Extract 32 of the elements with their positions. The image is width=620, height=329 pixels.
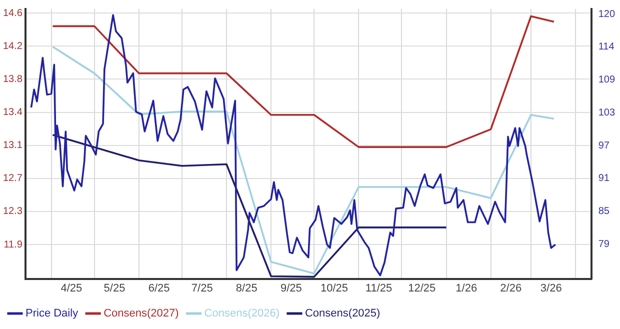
- y-tick-label: 14.6: [2, 8, 23, 19]
- legend-label: Consens(2027): [104, 308, 179, 320]
- x-tick-label: 10/25: [320, 282, 348, 294]
- y2-tick-label: 85: [598, 206, 610, 217]
- y2-tick-label: 97: [598, 140, 610, 152]
- x-tick-label: 9/25: [280, 282, 302, 294]
- y-tick-label: 12.3: [2, 206, 23, 218]
- x-tick-label: 11/25: [365, 282, 392, 294]
- x-tick-label: 2/26: [500, 282, 522, 294]
- x-tick-label: 7/25: [191, 282, 213, 294]
- y2-tick-label: 103: [598, 107, 616, 118]
- x-tick-label: 6/25: [148, 282, 170, 294]
- legend-label: Consens(2026): [204, 308, 280, 320]
- y-tick-label: 11.9: [4, 239, 23, 250]
- y2-tick-label: 91: [598, 173, 610, 184]
- y-tick-label: 13.1: [2, 140, 23, 152]
- y2-tick-label: 109: [598, 74, 616, 86]
- y-tick-label: 13.8: [2, 74, 23, 85]
- y-tick-label: 12.7: [2, 173, 23, 184]
- x-tick-label: 12/25: [408, 282, 436, 294]
- legend-label: Price Daily: [26, 308, 79, 320]
- x-tick-label: 5/25: [104, 282, 126, 294]
- x-tick-label: 8/25: [236, 282, 258, 294]
- x-tick-label: 3/26: [540, 282, 562, 294]
- y2-tick-label: 120: [598, 8, 616, 20]
- y-tick-label: 13.4: [2, 107, 23, 118]
- y2-tick-label: 79: [598, 238, 610, 250]
- y2-tick-label: 114: [598, 42, 615, 53]
- y-tick-label: 14.2: [2, 40, 23, 52]
- legend-label: Consens(2025): [304, 308, 380, 320]
- x-tick-label: 1/26: [456, 282, 478, 294]
- x-tick-label: 4/25: [60, 282, 82, 294]
